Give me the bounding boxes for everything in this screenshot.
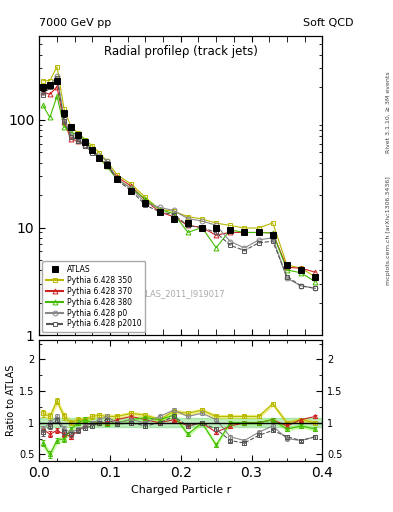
Text: mcplots.cern.ch [arXiv:1306.3436]: mcplots.cern.ch [arXiv:1306.3436]: [386, 176, 391, 285]
Text: Radial profileρ (track jets): Radial profileρ (track jets): [104, 45, 258, 58]
Legend: ATLAS, Pythia 6.428 350, Pythia 6.428 370, Pythia 6.428 380, Pythia 6.428 p0, Py: ATLAS, Pythia 6.428 350, Pythia 6.428 37…: [42, 261, 145, 332]
Text: Soft QCD: Soft QCD: [303, 18, 354, 28]
Bar: [39, 418, 322, 427]
Y-axis label: Ratio to ATLAS: Ratio to ATLAS: [6, 365, 16, 436]
Text: ATLAS_2011_I919017: ATLAS_2011_I919017: [136, 289, 226, 298]
Text: Rivet 3.1.10, ≥ 3M events: Rivet 3.1.10, ≥ 3M events: [386, 72, 391, 154]
X-axis label: Charged Particle r: Charged Particle r: [130, 485, 231, 495]
Text: 7000 GeV pp: 7000 GeV pp: [39, 18, 112, 28]
